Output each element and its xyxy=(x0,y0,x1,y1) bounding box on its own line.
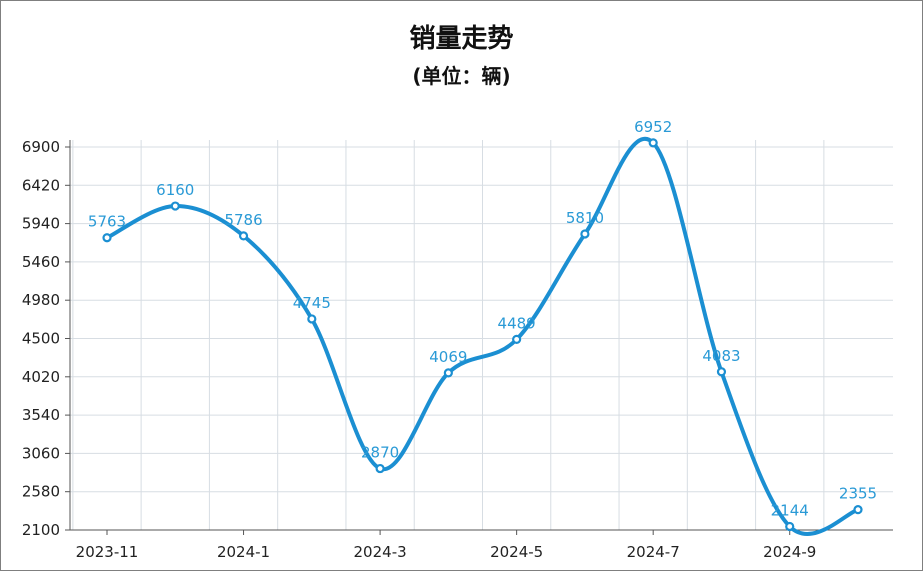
x-tick-label: 2024-5 xyxy=(490,543,543,561)
data-point xyxy=(375,463,385,474)
data-label: 2870 xyxy=(361,444,399,462)
y-tick-label: 3540 xyxy=(22,406,60,424)
axes xyxy=(65,140,893,535)
chart-title: 销量走势 xyxy=(409,24,514,54)
data-label: 4745 xyxy=(293,294,331,312)
data-label: 5810 xyxy=(566,209,604,227)
y-tick-label: 5940 xyxy=(22,215,60,233)
data-label: 6952 xyxy=(634,118,672,136)
y-tick-label: 5460 xyxy=(22,253,60,271)
data-points xyxy=(102,138,863,532)
x-tick-labels: 2023-11 2024-1 2024-3 2024-5 2024-7 2024-9 xyxy=(76,543,817,561)
y-tick-label: 4020 xyxy=(22,368,60,386)
data-label: 2144 xyxy=(771,501,809,519)
y-tick-labels: 2100 2580 3060 3540 4020 4500 4980 5460 5940 6420… xyxy=(22,138,60,539)
data-label: 4069 xyxy=(429,348,467,366)
y-tick-label: 4500 xyxy=(22,330,60,348)
chart-subtitle: (单位：辆) xyxy=(412,64,511,88)
x-tick-label: 2024-7 xyxy=(627,543,680,561)
data-point xyxy=(716,367,727,377)
data-label: 5786 xyxy=(224,211,262,229)
data-label: 5763 xyxy=(88,213,126,231)
data-point xyxy=(170,201,180,211)
data-label: 2355 xyxy=(839,485,877,503)
x-tick-label: 2024-9 xyxy=(763,543,816,561)
data-point xyxy=(648,138,658,148)
x-tick-label: 2024-1 xyxy=(217,543,270,561)
data-point xyxy=(853,505,863,515)
data-label: 6160 xyxy=(156,181,194,199)
data-point xyxy=(307,314,317,324)
data-label: 4489 xyxy=(498,314,536,332)
data-point xyxy=(580,229,590,239)
y-tick-label: 2100 xyxy=(22,521,60,539)
data-label: 4083 xyxy=(702,347,740,365)
data-point xyxy=(238,231,249,241)
data-point xyxy=(443,368,453,378)
y-tick-label: 6900 xyxy=(22,138,60,156)
data-point xyxy=(785,521,795,532)
data-labels: 5763 6160 5786 4745 2870 4069 4489 5810 6952 4083… xyxy=(88,118,877,520)
y-tick-label: 2580 xyxy=(22,483,60,501)
y-tick-label: 3060 xyxy=(22,444,60,462)
x-tick-label: 2023-11 xyxy=(76,543,139,561)
data-point xyxy=(512,334,522,344)
y-tick-label: 4980 xyxy=(22,291,60,309)
y-tick-label: 6420 xyxy=(22,176,60,194)
x-tick-label: 2024-3 xyxy=(354,543,407,561)
data-point xyxy=(102,233,112,243)
